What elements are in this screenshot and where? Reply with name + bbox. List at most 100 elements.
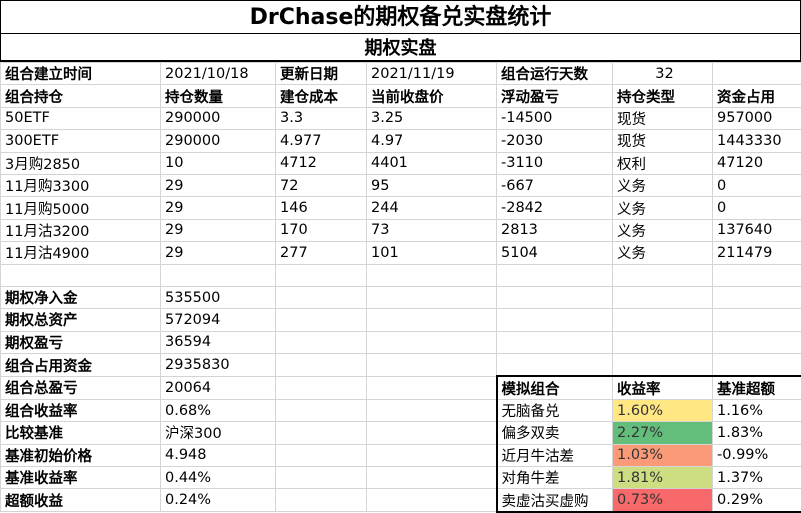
position-cell[interactable]: 95 [367, 174, 497, 196]
sim-excess[interactable]: 1.37% [713, 467, 801, 489]
empty-cell[interactable] [497, 286, 613, 308]
summary-value[interactable]: 0.44% [161, 467, 276, 489]
position-cell[interactable]: 3.25 [367, 107, 497, 129]
position-cell[interactable]: -667 [497, 174, 613, 196]
position-cell[interactable]: -3110 [497, 152, 613, 174]
position-cell[interactable]: -2842 [497, 197, 613, 219]
empty-cell[interactable] [497, 309, 613, 331]
empty-cell[interactable] [367, 331, 497, 353]
empty-cell[interactable] [497, 354, 613, 377]
update-value[interactable]: 2021/11/19 [367, 63, 497, 85]
position-cell[interactable]: 1443330 [713, 130, 801, 152]
sim-excess[interactable]: 0.29% [713, 489, 801, 512]
position-cell[interactable]: 290000 [161, 130, 276, 152]
position-cell[interactable]: 11月沽4900 [1, 242, 161, 264]
empty-cell[interactable] [276, 467, 367, 489]
empty-cell[interactable] [161, 264, 276, 286]
position-cell[interactable]: 4401 [367, 152, 497, 174]
position-cell[interactable]: 170 [276, 219, 367, 241]
position-cell[interactable]: 29 [161, 197, 276, 219]
empty-cell[interactable] [613, 309, 713, 331]
position-cell[interactable]: 0 [713, 174, 801, 196]
start-value[interactable]: 2021/10/18 [161, 63, 276, 85]
empty-cell[interactable] [367, 444, 497, 466]
sim-excess[interactable]: -0.99% [713, 444, 801, 466]
empty-cell[interactable] [276, 376, 367, 399]
position-cell[interactable]: 4.97 [367, 130, 497, 152]
summary-value[interactable]: 0.24% [161, 489, 276, 512]
empty-cell[interactable] [613, 354, 713, 377]
summary-value[interactable]: 沪深300 [161, 422, 276, 444]
empty-cell[interactable] [713, 264, 801, 286]
position-cell[interactable]: 300ETF [1, 130, 161, 152]
empty-cell[interactable] [276, 399, 367, 421]
position-cell[interactable]: 义务 [613, 242, 713, 264]
empty-cell[interactable] [1, 264, 161, 286]
empty-cell[interactable] [276, 331, 367, 353]
empty-cell[interactable] [276, 354, 367, 377]
sim-rate[interactable]: 1.60% [613, 399, 713, 421]
position-cell[interactable]: 146 [276, 197, 367, 219]
empty-cell[interactable] [367, 309, 497, 331]
position-cell[interactable]: 5104 [497, 242, 613, 264]
empty-cell[interactable] [276, 286, 367, 308]
position-cell[interactable]: 29 [161, 174, 276, 196]
empty-cell[interactable] [367, 422, 497, 444]
empty-cell[interactable] [276, 422, 367, 444]
empty-cell[interactable] [713, 286, 801, 308]
position-cell[interactable]: 权利 [613, 152, 713, 174]
empty-cell[interactable] [276, 264, 367, 286]
position-cell[interactable]: 4712 [276, 152, 367, 174]
sim-rate[interactable]: 2.27% [613, 422, 713, 444]
empty-cell[interactable] [367, 399, 497, 421]
position-cell[interactable]: 244 [367, 197, 497, 219]
position-cell[interactable]: -14500 [497, 107, 613, 129]
empty-cell[interactable] [367, 354, 497, 377]
summary-value[interactable]: 535500 [161, 286, 276, 308]
position-cell[interactable]: 137640 [713, 219, 801, 241]
empty-cell[interactable] [613, 264, 713, 286]
position-cell[interactable]: 73 [367, 219, 497, 241]
empty-cell[interactable] [713, 354, 801, 377]
position-cell[interactable]: 29 [161, 242, 276, 264]
position-cell[interactable]: 0 [713, 197, 801, 219]
position-cell[interactable]: 义务 [613, 174, 713, 196]
position-cell[interactable]: 277 [276, 242, 367, 264]
position-cell[interactable]: 290000 [161, 107, 276, 129]
empty-cell[interactable] [613, 286, 713, 308]
empty-cell[interactable] [367, 264, 497, 286]
empty-cell[interactable] [497, 264, 613, 286]
empty-cell[interactable] [367, 376, 497, 399]
empty-cell[interactable] [613, 331, 713, 353]
empty-cell[interactable] [497, 331, 613, 353]
position-cell[interactable]: 义务 [613, 197, 713, 219]
position-cell[interactable]: 3.3 [276, 107, 367, 129]
summary-value[interactable]: 4.948 [161, 444, 276, 466]
position-cell[interactable]: 4.977 [276, 130, 367, 152]
empty-cell[interactable] [713, 309, 801, 331]
empty-cell[interactable] [276, 489, 367, 512]
position-cell[interactable]: 10 [161, 152, 276, 174]
position-cell[interactable]: 72 [276, 174, 367, 196]
empty-cell[interactable] [276, 309, 367, 331]
position-cell[interactable]: 957000 [713, 107, 801, 129]
empty-cell[interactable] [713, 63, 801, 85]
position-cell[interactable]: 义务 [613, 219, 713, 241]
sim-excess[interactable]: 1.16% [713, 399, 801, 421]
summary-value[interactable]: 20064 [161, 376, 276, 399]
position-cell[interactable]: 现货 [613, 130, 713, 152]
days-value[interactable]: 32 [613, 63, 713, 85]
position-cell[interactable]: 2813 [497, 219, 613, 241]
sim-rate[interactable]: 1.03% [613, 444, 713, 466]
position-cell[interactable]: 11月沽3200 [1, 219, 161, 241]
sim-rate[interactable]: 1.81% [613, 467, 713, 489]
position-cell[interactable]: 101 [367, 242, 497, 264]
summary-value[interactable]: 36594 [161, 331, 276, 353]
summary-value[interactable]: 572094 [161, 309, 276, 331]
summary-value[interactable]: 0.68% [161, 399, 276, 421]
empty-cell[interactable] [713, 331, 801, 353]
position-cell[interactable]: 3月购2850 [1, 152, 161, 174]
position-cell[interactable]: -2030 [497, 130, 613, 152]
sim-excess[interactable]: 1.83% [713, 422, 801, 444]
position-cell[interactable]: 211479 [713, 242, 801, 264]
